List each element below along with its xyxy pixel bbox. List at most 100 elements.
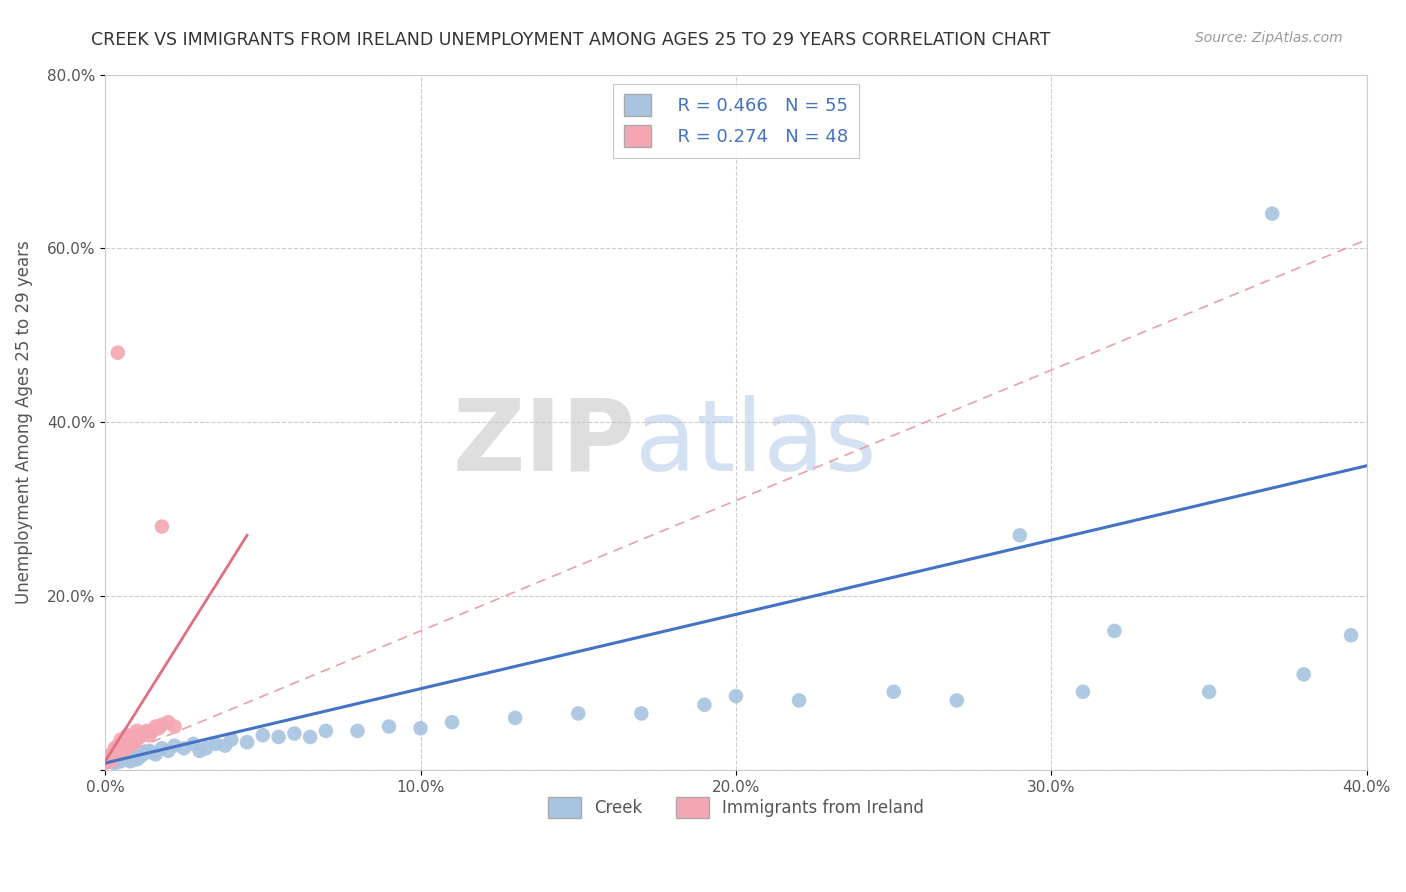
Point [100, 754, 122, 768]
Point [97, 753, 120, 767]
Legend: Creek, Immigrants from Ireland: Creek, Immigrants from Ireland [541, 790, 931, 824]
Point [141, 746, 163, 760]
Point [1198, 685, 1220, 699]
Point [787, 693, 810, 707]
Point [252, 728, 274, 742]
Point [110, 737, 132, 751]
Text: ZIP: ZIP [453, 394, 636, 491]
Point [107, 741, 129, 756]
Point [120, 739, 142, 753]
Point [1071, 685, 1094, 699]
Point [103, 753, 125, 767]
Point [945, 693, 967, 707]
Point [883, 685, 905, 699]
Point [97, 754, 120, 768]
Point [122, 735, 145, 749]
Point [195, 741, 218, 756]
Point [100, 750, 122, 764]
Point [132, 726, 155, 740]
Point [346, 723, 368, 738]
Point [693, 698, 716, 712]
Point [100, 753, 122, 767]
Point [1292, 667, 1315, 681]
Text: CREEK VS IMMIGRANTS FROM IRELAND UNEMPLOYMENT AMONG AGES 25 TO 29 YEARS CORRELAT: CREEK VS IMMIGRANTS FROM IRELAND UNEMPLO… [91, 31, 1050, 49]
Point [441, 715, 464, 730]
Y-axis label: Unemployment Among Ages 25 to 29 years: Unemployment Among Ages 25 to 29 years [15, 240, 32, 604]
Point [236, 735, 259, 749]
Point [120, 732, 142, 747]
Point [157, 715, 180, 730]
Text: atlas: atlas [636, 394, 877, 491]
Point [94, 754, 117, 768]
Point [157, 744, 180, 758]
Point [267, 730, 290, 744]
Point [135, 723, 157, 738]
Point [145, 747, 167, 762]
Point [315, 723, 337, 738]
Point [135, 746, 157, 760]
Point [138, 744, 160, 758]
Point [120, 754, 142, 768]
Point [115, 753, 138, 767]
Point [1008, 528, 1031, 542]
Point [141, 723, 163, 738]
Point [219, 732, 242, 747]
Point [163, 739, 186, 753]
Point [214, 739, 236, 753]
Point [132, 747, 155, 762]
Point [120, 750, 142, 764]
Point [183, 737, 205, 751]
Point [110, 732, 132, 747]
Point [103, 750, 125, 764]
Point [128, 730, 150, 744]
Point [1261, 206, 1284, 220]
Point [150, 519, 173, 533]
Point [283, 726, 305, 740]
Point [1104, 624, 1126, 638]
Point [173, 741, 195, 756]
Point [378, 719, 401, 733]
Point [103, 747, 125, 762]
Point [100, 754, 122, 768]
Point [97, 750, 120, 764]
Point [94, 756, 117, 770]
Point [115, 728, 138, 742]
Point [122, 747, 145, 762]
Point [125, 728, 148, 742]
Point [503, 711, 526, 725]
Point [103, 756, 125, 770]
Point [122, 730, 145, 744]
Point [120, 730, 142, 744]
Point [107, 345, 129, 359]
Point [103, 741, 125, 756]
Point [107, 754, 129, 768]
Point [97, 754, 120, 768]
Point [148, 721, 170, 735]
Point [110, 746, 132, 760]
Point [112, 750, 135, 764]
Text: Source: ZipAtlas.com: Source: ZipAtlas.com [1195, 31, 1343, 45]
Point [110, 741, 132, 756]
Point [125, 750, 148, 764]
Point [107, 739, 129, 753]
Point [110, 753, 132, 767]
Point [110, 754, 132, 768]
Point [188, 744, 211, 758]
Point [125, 732, 148, 747]
Point [103, 746, 125, 760]
Point [150, 718, 173, 732]
Point [204, 737, 226, 751]
Point [125, 753, 148, 767]
Point [100, 747, 122, 762]
Point [115, 750, 138, 764]
Point [115, 732, 138, 747]
Point [163, 719, 186, 733]
Point [1340, 628, 1362, 642]
Point [299, 730, 322, 744]
Point [115, 737, 138, 751]
Point [107, 747, 129, 762]
Point [112, 739, 135, 753]
Point [150, 741, 173, 756]
Point [409, 721, 432, 735]
Point [112, 735, 135, 749]
